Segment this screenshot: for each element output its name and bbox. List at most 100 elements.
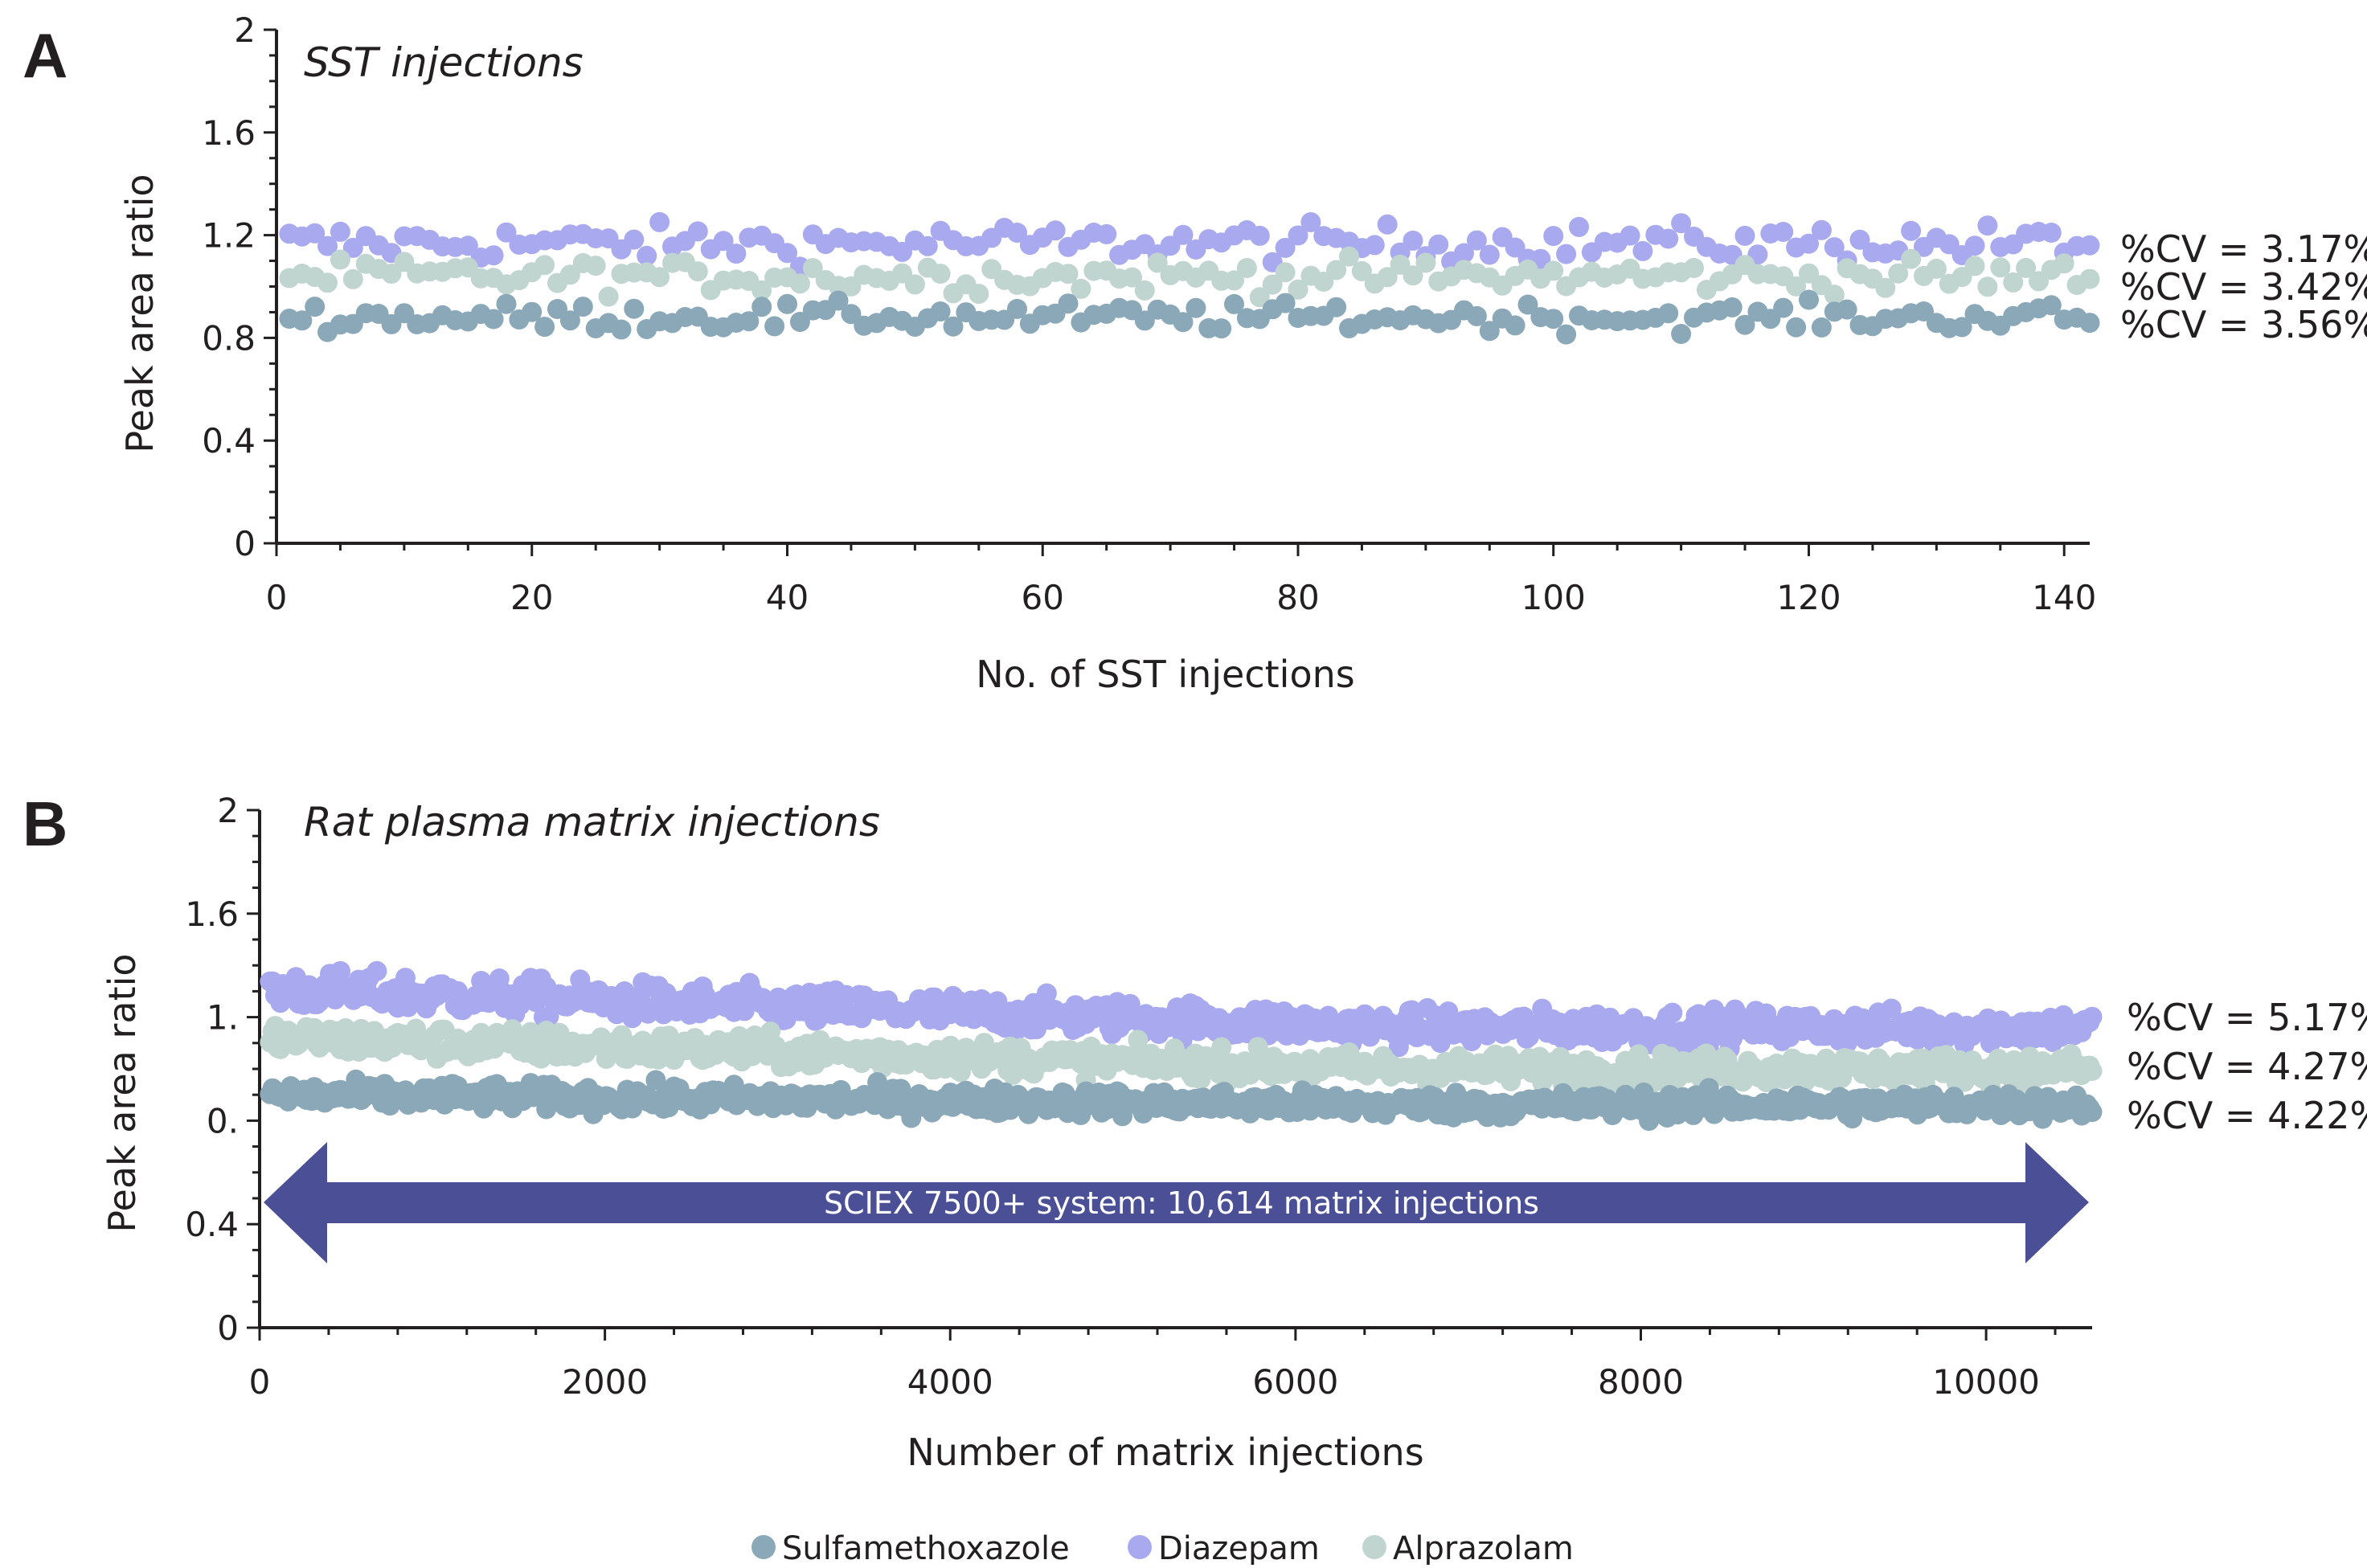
panel-a-x-axis-label: No. of SST injections (976, 653, 1354, 696)
point-alprazolam (841, 276, 862, 297)
point-sulfamethoxazole (572, 297, 593, 317)
panel-a-x-tick-label: 140 (2032, 578, 2096, 617)
point-diazepam (1173, 224, 1194, 245)
point-sulfamethoxazole (522, 301, 543, 322)
panel-b-title: Rat plasma matrix injections (304, 799, 880, 845)
panel-b-y-tick-label: 0.4 (185, 1205, 239, 1244)
point-sulfamethoxazole (1275, 293, 1296, 313)
point-alprazolam (1415, 252, 1436, 273)
point-sulfamethoxazole (777, 293, 797, 314)
point-alprazolam (2003, 272, 2024, 293)
point-alprazolam (1211, 1037, 1232, 1058)
panel-b-x-tick-label: 4000 (907, 1362, 993, 1402)
point-diazepam (1811, 219, 1832, 240)
point-sulfamethoxazole (1505, 315, 1525, 336)
point-diazepam (1824, 237, 1845, 258)
point-alprazolam (1288, 279, 1308, 300)
point-alprazolam (394, 252, 415, 272)
point-alprazolam (1122, 267, 1142, 288)
point-sulfamethoxazole (547, 299, 567, 319)
point-alprazolam (1964, 256, 1985, 276)
point-alprazolam (534, 255, 555, 276)
panel-b-x-tick-label: 8000 (1598, 1362, 1684, 1402)
point-diazepam (1300, 212, 1321, 232)
point-diazepam (342, 237, 363, 258)
panel-b-letter: B (23, 788, 68, 859)
point-alprazolam (1977, 276, 1998, 297)
point-sulfamethoxazole (1007, 298, 1027, 319)
point-diazepam (330, 221, 350, 242)
panel-a-cv-sulfamethoxazole: %CV = 3.56% (2120, 303, 2367, 346)
point-diazepam (367, 960, 387, 981)
point-diazepam (1096, 223, 1117, 244)
point-diazepam (1569, 216, 1589, 237)
point-sulfamethoxazole (943, 316, 964, 337)
point-alprazolam (1326, 260, 1347, 280)
panel-b-x-axis-label: Number of matrix injections (907, 1431, 1423, 1474)
point-diazepam (1964, 235, 1985, 256)
panel-b: B Rat plasma matrix injections Peak area… (23, 788, 2367, 1474)
point-sulfamethoxazole (559, 310, 580, 331)
point-diazepam (1466, 230, 1487, 251)
point-sulfamethoxazole (305, 297, 326, 317)
point-diazepam (1556, 244, 1577, 264)
point-diazepam (1901, 220, 1922, 241)
point-sulfamethoxazole (534, 317, 555, 338)
point-diazepam (2079, 235, 2100, 256)
panel-b-cv-alprazolam: %CV = 4.27% (2127, 1045, 2367, 1088)
point-sulfamethoxazole (1479, 321, 1500, 342)
point-diazepam (892, 241, 912, 262)
point-sulfamethoxazole (1186, 297, 1206, 318)
point-alprazolam (2054, 253, 2074, 274)
panel-a-y-tick-label: 1.6 (202, 113, 256, 153)
point-diazepam (457, 235, 478, 256)
point-diazepam (1007, 223, 1027, 243)
point-diazepam (1454, 243, 1474, 264)
panel-a-x-tick-label: 120 (1776, 578, 1841, 617)
point-sulfamethoxazole (841, 304, 862, 325)
panel-a-x-tick-label: 100 (1521, 578, 1586, 617)
point-alprazolam (330, 249, 350, 270)
point-diazepam (2041, 223, 2062, 243)
point-sulfamethoxazole (1173, 312, 1194, 333)
point-alprazolam (559, 264, 580, 285)
point-sulfamethoxazole (483, 309, 504, 330)
point-sulfamethoxazole (1951, 317, 1972, 338)
legend-label-sulfamethoxazole: Sulfamethoxazole (782, 1530, 1070, 1565)
legend-label-alprazolam: Alprazolam (1393, 1530, 1574, 1565)
point-diazepam (1036, 983, 1057, 1004)
point-diazepam (1799, 233, 1819, 254)
point-sulfamethoxazole (828, 290, 849, 311)
point-alprazolam (317, 272, 338, 293)
point-sulfamethoxazole (624, 298, 645, 319)
legend-marker-diazepam (1128, 1535, 1152, 1559)
point-diazepam (1403, 230, 1423, 251)
point-diazepam (726, 244, 747, 264)
point-alprazolam (1684, 257, 1704, 278)
point-alprazolam (1888, 263, 1909, 284)
point-alprazolam (381, 264, 402, 284)
point-alprazolam (1786, 276, 1807, 297)
point-diazepam (2082, 1006, 2103, 1027)
panel-a-x-tick-label: 80 (1276, 578, 1319, 617)
point-sulfamethoxazole (611, 319, 632, 340)
point-diazepam (1288, 225, 1308, 246)
panel-b-y-tick-label: 0 (217, 1308, 239, 1348)
point-alprazolam (789, 273, 810, 294)
point-diazepam (687, 221, 708, 242)
panel-b-cv-diazepam: %CV = 5.17% (2127, 996, 2367, 1039)
injection-range-label: SCIEX 7500+ system: 10,614 matrix inject… (824, 1185, 1539, 1221)
point-sulfamethoxazole (1543, 309, 1564, 330)
point-alprazolam (342, 268, 363, 289)
point-alprazolam (1351, 260, 1372, 281)
point-alprazolam (1236, 258, 1257, 278)
point-diazepam (1734, 225, 1755, 246)
panel-b-x-tick-label: 2000 (562, 1362, 648, 1402)
point-alprazolam (649, 267, 670, 288)
panel-a-y-tick-label: 0.8 (202, 318, 256, 358)
point-sulfamethoxazole (930, 301, 951, 321)
point-sulfamethoxazole (2041, 295, 2062, 316)
point-sulfamethoxazole (1058, 293, 1079, 314)
point-alprazolam (1147, 252, 1168, 273)
panel-b-y-tick-label: 1. (207, 998, 239, 1038)
